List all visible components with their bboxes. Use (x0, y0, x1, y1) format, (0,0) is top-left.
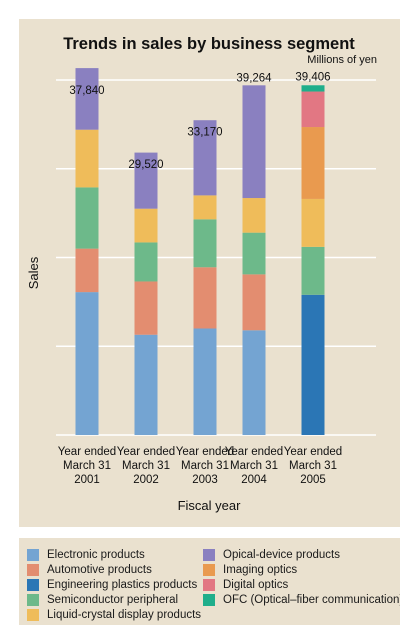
legend-label: Imaging optics (223, 564, 298, 576)
legend-item: Liquid-crystal display products (27, 608, 201, 622)
bar-segment (301, 294, 325, 435)
bar-segment (242, 85, 266, 199)
x-tick-label: Year ended (117, 446, 175, 458)
bar-segment (193, 219, 217, 268)
chart-panel: Trends in sales by business segment Mill… (19, 19, 400, 527)
legend-swatch (203, 549, 215, 561)
bar-segment (75, 187, 99, 249)
legend-label: Liquid-crystal display products (47, 609, 202, 621)
bar-segment (134, 334, 158, 435)
legend-swatch (27, 594, 39, 606)
x-tick-label: 2004 (241, 474, 267, 486)
x-tick-label: March 31 (181, 460, 229, 472)
legend-swatch (27, 564, 39, 576)
legend-label: Digital optics (223, 579, 289, 591)
chart-svg: Trends in sales by business segment Mill… (26, 35, 377, 513)
x-tick-label: 2005 (300, 474, 326, 486)
legend-label: OFC (Optical–fiber communication) (223, 594, 400, 606)
x-tick-label: Year ended (225, 446, 283, 458)
bar-segment (134, 281, 158, 335)
bar-segment (301, 127, 325, 199)
legend-label: Opical-device products (223, 549, 340, 561)
x-tick-label: 2001 (74, 474, 100, 486)
bar-segment (242, 232, 266, 275)
legend-label: Semiconductor peripheral (47, 594, 179, 606)
x-tick-label: Year ended (176, 446, 234, 458)
bar-total-label: 39,406 (295, 71, 330, 83)
bar-segment (75, 129, 99, 188)
legend-label: Engineering plastics products (47, 579, 198, 591)
bar-segment (301, 198, 325, 247)
legend-label: Automotive products (47, 564, 152, 576)
x-tick-label: Year ended (284, 446, 342, 458)
chart-unit-label: Millions of yen (307, 54, 377, 66)
x-tick-label: Year ended (58, 446, 116, 458)
bar-segment (301, 246, 325, 295)
chart-title: Trends in sales by business segment (63, 35, 355, 53)
legend-swatch (27, 579, 39, 591)
x-tick-label: March 31 (122, 460, 170, 472)
bar-segment (242, 274, 266, 331)
bar-segment (134, 152, 158, 209)
x-tick-label: 2002 (133, 474, 159, 486)
bar-total-label: 37,840 (69, 85, 104, 97)
legend: Electronic products Opical-device product… (19, 538, 400, 625)
bar-segment (301, 85, 325, 92)
legend-item: Semiconductor peripheral (27, 593, 178, 607)
bar-total-label: 29,520 (128, 159, 163, 171)
legend-swatch (203, 564, 215, 576)
bar-total-label: 39,264 (236, 73, 272, 85)
bar-segment (193, 120, 217, 196)
bar-segment (75, 68, 99, 130)
legend-item: Imaging optics (203, 563, 297, 577)
bar-segment (75, 248, 99, 293)
bar-segment (193, 328, 217, 435)
legend-item: OFC (Optical–fiber communication) (203, 593, 400, 607)
bar-segment (75, 292, 99, 435)
x-tick-label: March 31 (230, 460, 278, 472)
legend-swatch (203, 594, 215, 606)
x-tick-label: March 31 (63, 460, 111, 472)
bar-segment (193, 195, 217, 220)
bar-segment (242, 198, 266, 233)
y-axis-label: Sales (26, 256, 41, 289)
bar-segment (242, 330, 266, 435)
legend-swatch (203, 579, 215, 591)
bar-segment (134, 208, 158, 243)
legend-item: Electronic products (27, 548, 145, 562)
x-tick-label: March 31 (289, 460, 337, 472)
x-axis-label: Fiscal year (178, 498, 242, 513)
bar-total-label: 33,170 (187, 127, 222, 139)
legend-item: Engineering plastics products (27, 578, 197, 592)
legend-label: Electronic products (47, 549, 145, 561)
bar-segment (301, 91, 325, 128)
legend-item: Digital optics (203, 578, 288, 592)
legend-swatch (27, 549, 39, 561)
bar-segment (134, 242, 158, 282)
legend-item: Automotive products (27, 563, 152, 577)
bar-segment (193, 267, 217, 329)
legend-item: Opical-device products (203, 548, 340, 562)
legend-swatch (27, 609, 39, 621)
x-tick-label: 2003 (192, 474, 218, 486)
